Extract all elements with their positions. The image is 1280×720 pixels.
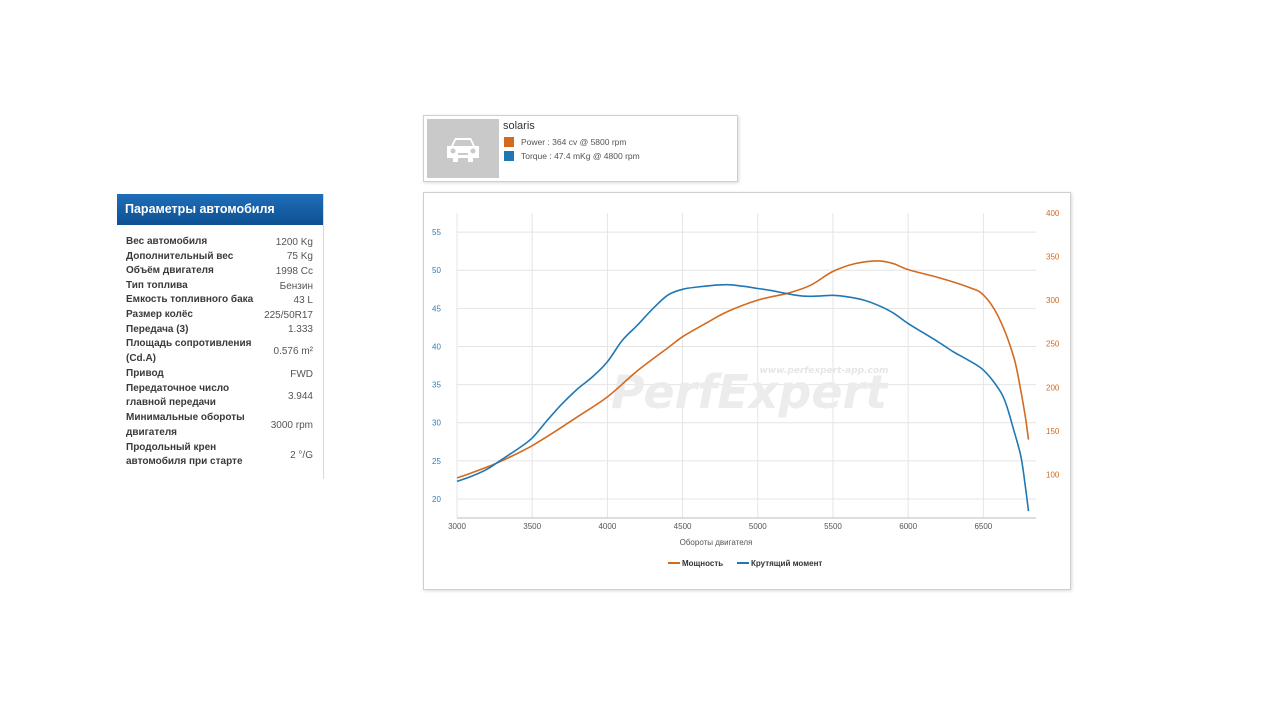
watermark-logo: PerfExpert: [611, 365, 889, 419]
x-tick-label: 6000: [899, 522, 917, 531]
y-right-tick-label: 100: [1046, 470, 1060, 479]
torque-curve: [456, 283, 1030, 512]
x-tick-label: 4000: [598, 522, 616, 531]
torque-summary: Torque : 47.4 mKg @ 4800 rpm: [504, 151, 640, 161]
y-left-tick-label: 45: [432, 304, 441, 313]
x-axis-label: Обороты двигателя: [680, 538, 753, 547]
y-right-tick-label: 300: [1046, 296, 1060, 305]
param-value: 1200 Kg: [275, 236, 313, 248]
param-row-fuel-type: Тип топлива Бензин: [126, 279, 313, 294]
param-value: Бензин: [279, 280, 313, 292]
param-label: Емкость топливного бака: [126, 294, 254, 306]
param-row-extra-weight: Дополнительный вес 75 Kg: [126, 250, 313, 265]
param-value: 1998 Cc: [275, 265, 313, 277]
x-tick-label: 3500: [523, 522, 541, 531]
y-left-tick-label: 50: [432, 266, 441, 275]
param-value: 0.576 m²: [273, 346, 313, 358]
x-tick-label: 5500: [824, 522, 842, 531]
param-value: 1.333: [287, 324, 313, 336]
car-parameters-panel: Параметры автомобиля Вес автомобиля 1200…: [117, 194, 324, 479]
param-label: Привод: [126, 367, 164, 379]
legend-power-label: Мощность: [682, 559, 723, 568]
param-label: Дополнительный вес: [126, 250, 234, 262]
param-value: 3000 rpm: [270, 420, 313, 432]
power-text: Power : 364 cv @ 5800 rpm: [521, 137, 627, 147]
param-value: 43 L: [293, 295, 313, 307]
y-right-tick-label: 150: [1046, 427, 1060, 436]
param-label: Площадь сопротивления (Cd.A): [126, 338, 252, 364]
y-right-tick-label: 350: [1046, 253, 1060, 262]
y-left-tick-label: 20: [432, 495, 441, 504]
param-label: Объём двигателя: [126, 265, 214, 277]
param-row-gear: Передача (3) 1.333: [126, 323, 313, 338]
torque-swatch: [504, 151, 514, 161]
param-label: Передача (3): [126, 323, 189, 335]
param-row-final-drive: Передаточное число главной передачи 3.94…: [126, 381, 313, 411]
y-right-tick-label: 200: [1046, 383, 1060, 392]
param-row-pitch: Продольный крен автомобиля при старте 2 …: [126, 441, 313, 471]
y-right-tick-label: 250: [1046, 340, 1060, 349]
car-icon: [447, 138, 479, 162]
dyno-chart: www.perfexpert-app.com PerfExpert 20 25 30 35…: [423, 192, 1071, 590]
param-label: Продольный крен автомобиля при старте: [126, 441, 243, 468]
x-tick-label: 6500: [974, 522, 992, 531]
x-tick-label: 3000: [448, 522, 466, 531]
params-title: Параметры автомобиля: [117, 194, 323, 225]
y-left-tick-label: 30: [432, 419, 441, 428]
param-value: 2 °/G: [290, 449, 313, 461]
car-name: solaris: [503, 120, 535, 132]
params-list: Вес автомобиля 1200 Kg Дополнительный ве…: [117, 225, 323, 470]
param-row-tank: Емкость топливного бака 43 L: [126, 293, 313, 308]
param-label: Размер колёс: [126, 308, 193, 320]
legend-torque-label: Крутящий момент: [751, 559, 822, 568]
car-summary-card: solaris Power : 364 cv @ 5800 rpm Torque…: [423, 115, 738, 182]
watermark-url: www.perfexpert-app.com: [760, 366, 889, 376]
power-summary: Power : 364 cv @ 5800 rpm: [504, 137, 626, 147]
param-label: Передаточное число главной передачи: [126, 382, 230, 409]
param-row-wheels: Размер колёс 225/50R17: [126, 308, 313, 323]
x-tick-label: 4500: [674, 522, 692, 531]
param-row-engine-volume: Объём двигателя 1998 Cc: [126, 264, 313, 279]
param-value: FWD: [290, 368, 313, 380]
y-left-tick-label: 55: [432, 228, 441, 237]
param-row-drive: Привод FWD: [126, 367, 313, 382]
param-row-drag-area: Площадь сопротивления (Cd.A) 0.576 m²: [126, 337, 313, 367]
torque-text: Torque : 47.4 mKg @ 4800 rpm: [521, 151, 640, 161]
param-row-weight: Вес автомобиля 1200 Kg: [126, 235, 313, 250]
param-value: 75 Kg: [286, 251, 313, 263]
y-right-tick-label: 400: [1046, 209, 1060, 218]
x-tick-label: 5000: [749, 522, 767, 531]
param-label: Вес автомобиля: [126, 236, 208, 247]
param-value: 3.944: [287, 390, 313, 402]
y-left-tick-label: 40: [432, 342, 441, 351]
param-label: Минимальные обороты двигателя: [126, 412, 245, 438]
power-swatch: [504, 137, 514, 147]
param-label: Тип топлива: [126, 279, 188, 291]
param-value: 225/50R17: [264, 309, 313, 321]
param-row-min-rpm: Минимальные обороты двигателя 3000 rpm: [126, 411, 313, 441]
car-thumbnail: [427, 119, 499, 178]
y-left-tick-label: 35: [432, 381, 441, 390]
y-left-tick-label: 25: [432, 457, 441, 466]
